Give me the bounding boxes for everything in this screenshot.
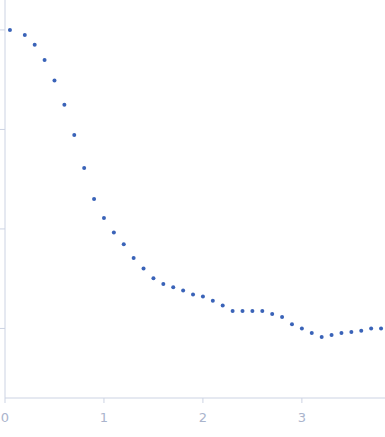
x-tick	[103, 398, 104, 403]
x-tick	[5, 398, 6, 403]
data-point	[112, 231, 116, 235]
data-point	[339, 331, 343, 335]
data-point	[23, 33, 27, 37]
x-tick-label: 3	[298, 410, 306, 425]
data-point	[241, 309, 245, 313]
x-tick-label: 1	[100, 410, 108, 425]
data-point	[33, 43, 37, 47]
data-point	[300, 326, 304, 330]
data-point	[62, 103, 66, 107]
x-tick	[301, 398, 302, 403]
data-point	[142, 267, 146, 271]
data-point	[270, 312, 274, 316]
data-point	[320, 335, 324, 339]
data-point	[43, 58, 47, 62]
data-point	[52, 79, 56, 83]
chart: 0 1 2 3	[0, 0, 385, 437]
y-tick	[0, 228, 5, 229]
data-point	[359, 329, 363, 333]
x-tick-label: 0	[1, 410, 9, 425]
data-point	[231, 309, 235, 313]
data-point	[92, 197, 96, 201]
data-point	[102, 216, 106, 220]
y-axis	[5, 0, 6, 398]
data-point	[369, 326, 373, 330]
data-point	[330, 333, 334, 337]
points	[8, 28, 383, 339]
x-axis	[5, 398, 385, 399]
data-point	[211, 299, 215, 303]
data-point	[221, 304, 225, 308]
data-point	[181, 289, 185, 293]
data-point	[72, 133, 76, 137]
data-point	[191, 292, 195, 296]
data-point	[122, 242, 126, 246]
data-point	[280, 315, 284, 319]
y-tick	[0, 129, 5, 130]
data-point	[161, 282, 165, 286]
x-tick-label: 2	[199, 410, 207, 425]
data-point	[310, 331, 314, 335]
y-tick	[0, 29, 5, 30]
data-point	[151, 276, 155, 280]
data-point	[379, 326, 383, 330]
data-point	[349, 330, 353, 334]
data-point	[250, 309, 254, 313]
data-point	[260, 309, 264, 313]
data-point	[82, 166, 86, 170]
y-tick	[0, 328, 5, 329]
data-point	[132, 256, 136, 260]
data-point	[290, 322, 294, 326]
data-point	[171, 285, 175, 289]
x-tick	[202, 398, 203, 403]
data-point	[201, 294, 205, 298]
data-point	[8, 28, 12, 32]
